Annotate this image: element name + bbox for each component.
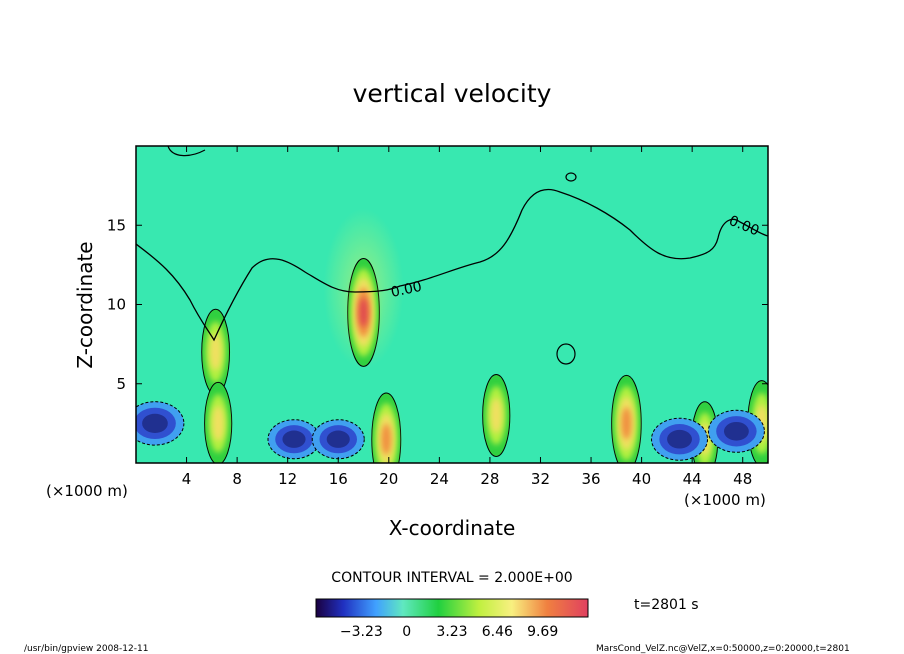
updraft-cell <box>371 392 402 463</box>
x-tick-label: 4 <box>182 470 192 488</box>
downdraft-cell <box>267 419 321 460</box>
x-tick-label: 28 <box>480 470 499 488</box>
colorbar <box>315 598 589 618</box>
x-tick-label: 16 <box>329 470 348 488</box>
y-tick-label: 15 <box>107 216 126 234</box>
chart-title: vertical velocity <box>353 79 552 108</box>
downdraft-cell <box>136 401 185 446</box>
downdraft-cell <box>707 409 765 453</box>
plot-background <box>136 146 768 463</box>
updraft-cell <box>482 373 511 457</box>
y-tick-label: 5 <box>116 375 126 393</box>
colorbar-tick-label: 3.23 <box>436 624 467 640</box>
y-ticks: 5 10 15 <box>107 216 768 393</box>
colorbar-tick-label: 6.46 <box>482 624 513 640</box>
features-layer <box>136 208 768 463</box>
x-unit-right: (×1000 m) <box>684 491 766 509</box>
x-tick-label: 40 <box>632 470 651 488</box>
x-tick-label: 48 <box>733 470 752 488</box>
downdraft-cell <box>651 417 709 461</box>
updraft-cell <box>611 374 642 463</box>
colorbar-tick-label: −3.23 <box>340 624 383 640</box>
x-tick-label: 8 <box>232 470 242 488</box>
time-label: t=2801 s <box>634 597 699 613</box>
x-tick-label: 12 <box>278 470 297 488</box>
x-ticks: 4 8 12 16 20 24 28 32 36 40 44 48 <box>182 146 752 488</box>
contour-label-1: 0.00 <box>390 279 424 301</box>
updraft-cell <box>204 381 233 463</box>
footer-right: MarsCond_VelZ.nc@VelZ,x=0:50000,z=0:2000… <box>596 644 850 654</box>
colorbar-tick-label: 0 <box>402 624 411 640</box>
footer-left: /usr/bin/gpview 2008-12-11 <box>24 644 148 654</box>
top-contour-line <box>167 146 206 157</box>
x-tick-label: 24 <box>430 470 449 488</box>
y-tick-label: 10 <box>107 296 126 314</box>
x-tick-label: 20 <box>379 470 398 488</box>
small-contour <box>556 343 576 365</box>
zero-contour-line <box>136 188 768 342</box>
plot-field <box>136 146 768 463</box>
colorbar-ticks: −3.23 0 3.23 6.46 9.69 <box>340 624 558 640</box>
small-contour <box>565 172 577 182</box>
x-tick-label: 32 <box>531 470 550 488</box>
x-tick-label: 36 <box>581 470 600 488</box>
x-tick-label: 44 <box>683 470 702 488</box>
x-axis-label: X-coordinate <box>389 516 516 540</box>
downdraft-cell <box>311 419 365 460</box>
x-unit-left: (×1000 m) <box>46 482 128 500</box>
contour-interval: CONTOUR INTERVAL = 2.000E+00 <box>331 570 572 586</box>
updraft-cell <box>347 258 380 367</box>
updraft-cell <box>201 308 231 396</box>
colorbar-tick-label: 9.69 <box>527 624 558 640</box>
y-axis-label: Z-coordinate <box>73 241 97 368</box>
